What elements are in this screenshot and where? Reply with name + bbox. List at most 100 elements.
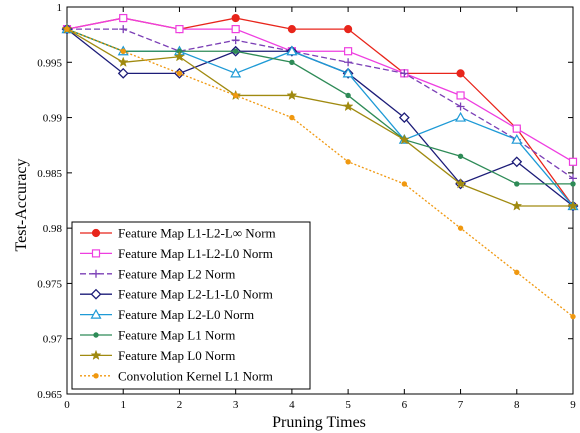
data-point [401, 181, 408, 187]
data-point [570, 313, 576, 320]
legend-label: Feature Map L2-L0 Norm [118, 307, 254, 322]
data-point [286, 45, 298, 56]
data-point [231, 13, 240, 23]
data-point [90, 349, 102, 361]
x-axis-label: Pruning Times [272, 414, 366, 431]
data-point [342, 67, 354, 78]
x-tick-label: 8 [514, 399, 520, 411]
series-5 [61, 23, 579, 211]
x-tick-label: 1 [120, 399, 126, 411]
legend-box [71, 221, 311, 390]
data-point [511, 133, 523, 144]
legend-label: Feature Map L0 Norm [118, 348, 235, 363]
x-tick-label: 2 [177, 399, 183, 411]
series-7 [61, 23, 579, 211]
data-point [511, 200, 523, 211]
legend-label: Feature Map L1 Norm [118, 328, 235, 343]
series-line [66, 28, 574, 318]
x-tick-label: 3 [233, 399, 239, 411]
data-point [289, 59, 295, 65]
legend-entry: Feature Map L1-L2-L0 Norm [80, 246, 273, 261]
y-tick-label: 0.98 [43, 223, 63, 235]
data-point [119, 25, 128, 34]
data-point [93, 332, 99, 338]
y-tick-label: 0.965 [37, 389, 62, 401]
series-line [66, 28, 573, 207]
legend-label: Convolution Kernel L1 Norm [118, 368, 273, 383]
series-3 [63, 25, 577, 183]
data-point [345, 159, 351, 165]
legend-entry: Feature Map L2-L0 Norm [80, 307, 254, 322]
data-point [91, 228, 101, 238]
data-point [345, 92, 351, 99]
data-point [90, 288, 102, 300]
y-tick-label: 0.99 [43, 113, 63, 125]
series-line [66, 17, 574, 207]
data-point [568, 157, 578, 166]
data-point [287, 25, 296, 34]
data-point [117, 56, 129, 67]
data-point [174, 51, 185, 62]
legend-entry: Feature Map L1 Norm [80, 328, 235, 343]
data-point [455, 111, 467, 122]
data-point [400, 69, 409, 78]
legend-entry: Feature Map L2-L1-L0 Norm [80, 287, 273, 302]
data-point [457, 153, 464, 159]
data-point [289, 114, 295, 121]
data-point [514, 181, 520, 187]
data-point [64, 26, 70, 32]
x-tick-label: 6 [402, 399, 408, 411]
data-point [286, 89, 298, 101]
series-2 [62, 13, 578, 166]
data-point [120, 48, 126, 54]
y-tick-label: 0.995 [37, 57, 62, 69]
legend-label: Feature Map L1-L2-L∞ Norm [118, 226, 276, 241]
series-line [66, 17, 574, 163]
data-point [117, 67, 129, 79]
series-line [66, 28, 573, 185]
data-point [567, 200, 579, 211]
data-point [512, 124, 521, 133]
legend-entry: Feature Map L0 Norm [80, 348, 235, 363]
x-tick-label: 9 [570, 399, 576, 411]
legend-label: Feature Map L2 Norm [118, 266, 235, 281]
data-point [232, 92, 239, 99]
series-8 [64, 26, 576, 320]
data-point [176, 70, 183, 77]
series-4 [61, 23, 579, 212]
series-line [67, 28, 574, 179]
y-tick-label: 1 [57, 2, 63, 14]
y-tick-label: 0.975 [37, 278, 62, 290]
legend-entry: Feature Map L2 Norm [80, 266, 235, 281]
series-1 [62, 13, 578, 211]
y-axis-label: Test-Accuracy [13, 158, 30, 251]
data-point [119, 13, 128, 23]
legend: Feature Map L1-L2-L∞ Norm Feature Map L1-… [71, 221, 311, 390]
data-point [344, 25, 353, 34]
data-point [456, 91, 465, 100]
data-point [92, 269, 100, 278]
data-point [511, 156, 523, 168]
data-point [93, 373, 99, 379]
data-point [398, 112, 410, 123]
data-point [457, 225, 464, 231]
data-point [569, 174, 577, 183]
y-tick-label: 0.985 [37, 168, 62, 180]
axes: 0 1 2 3 4 5 6 7 8 9 0.965 0.97 0.975 0.98 0.985 0.99 0.9… [37, 2, 576, 411]
data-point [91, 249, 101, 258]
y-tick-label: 0.97 [43, 334, 63, 346]
legend-entry: Feature Map L1-L2-L∞ Norm [80, 226, 276, 241]
data-point [344, 47, 353, 56]
legend-label: Feature Map L2-L1-L0 Norm [118, 287, 273, 302]
data-point [398, 133, 410, 145]
data-point [456, 69, 465, 78]
x-tick-label: 0 [64, 399, 70, 411]
data-point [230, 67, 242, 78]
data-point [514, 269, 520, 276]
data-point [342, 100, 354, 112]
series-group [61, 13, 579, 320]
data-point [344, 58, 353, 67]
data-point [175, 25, 184, 34]
data-point [90, 308, 102, 319]
x-tick-label: 5 [345, 399, 351, 411]
